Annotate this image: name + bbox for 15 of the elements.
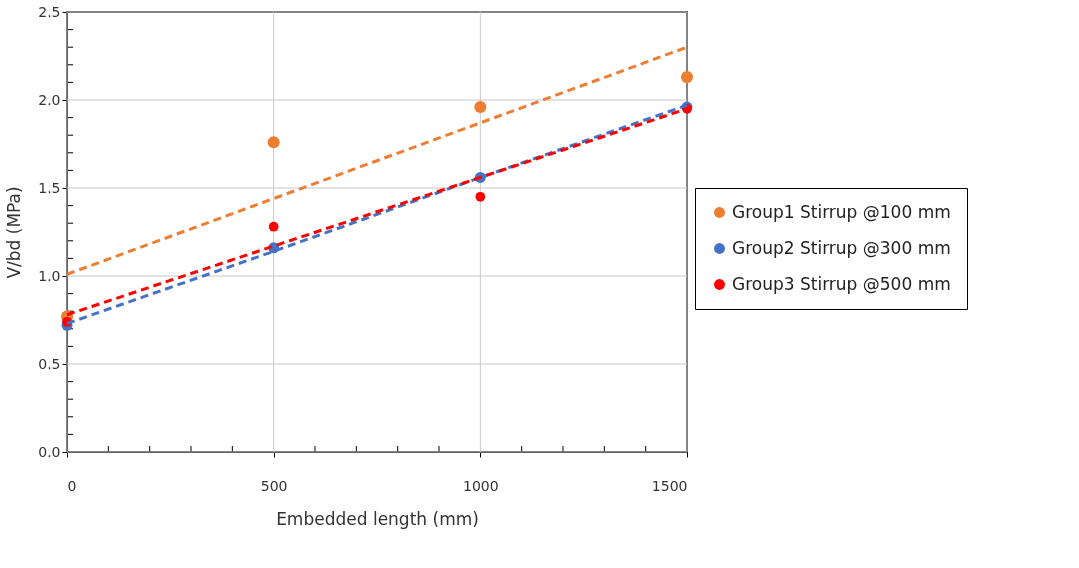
x-tick-label: 1500: [651, 477, 688, 494]
x-tick-label: 500: [260, 477, 288, 494]
y-axis-title: V/bd (MPa): [4, 186, 25, 279]
legend-label: Group2 Stirrup @300 mm: [732, 237, 951, 258]
y-tick-label: 1.5: [38, 179, 61, 196]
x-tick-label: 1000: [463, 477, 499, 494]
x-tick-label: 0: [67, 477, 77, 494]
y-tick-label: 0.0: [38, 443, 61, 460]
y-tick-label: 2.5: [38, 3, 61, 20]
y-tick-label: 0.5: [38, 355, 61, 372]
y-tick-label: 2.0: [38, 91, 61, 108]
legend-label: Group3 Stirrup @500 mm: [732, 273, 951, 294]
y-tick-label: 1.0: [38, 267, 61, 284]
x-axis-title: Embedded length (mm): [276, 508, 479, 529]
legend-label: Group1 Stirrup @100 mm: [732, 201, 951, 222]
